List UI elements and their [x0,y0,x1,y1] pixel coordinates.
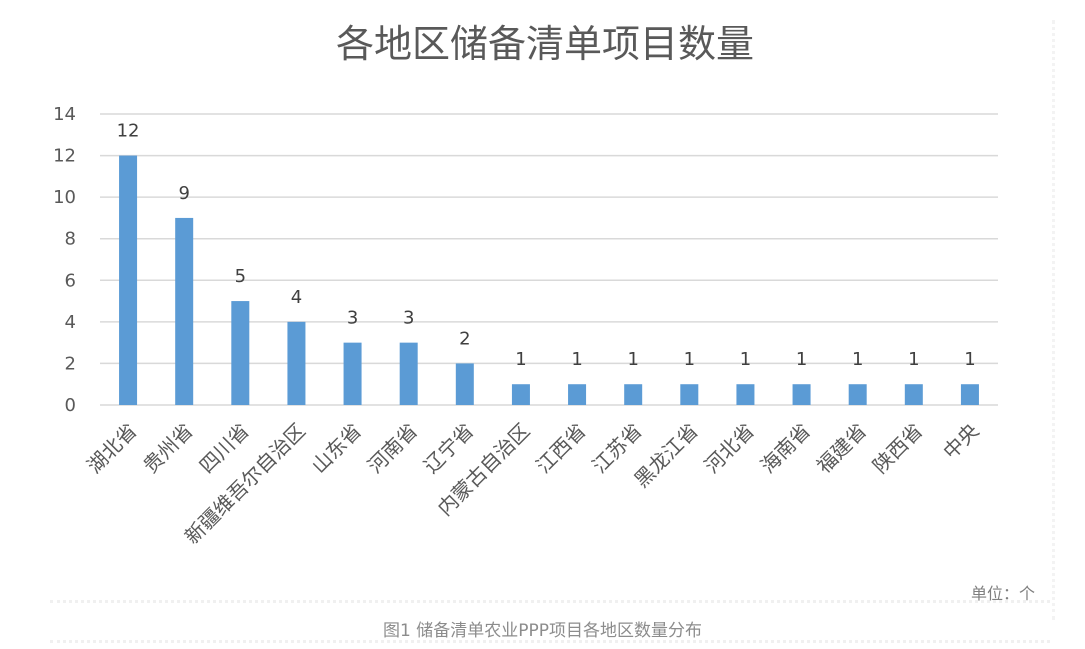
x-category-label: 陕西省 [868,419,927,478]
y-tick-label: 10 [53,187,76,208]
bar [568,384,587,405]
y-tick-label: 6 [65,270,76,291]
bar [175,217,194,405]
data-label: 2 [459,328,470,349]
data-label: 4 [291,287,302,308]
data-label: 1 [796,349,807,370]
x-axis-categories: 湖北省贵州省四川省新疆维吾尔自治区山东省河南省辽宁省内蒙古自治区江西省江苏省黑龙… [82,419,983,549]
bar [343,342,362,405]
data-label: 9 [178,183,189,204]
unit-note: 单位：个 [970,584,1035,603]
x-category-label: 湖北省 [82,419,141,478]
x-category-label: 河南省 [363,419,422,478]
data-label: 1 [571,349,582,370]
x-category-label: 海南省 [756,419,815,478]
bar [287,321,306,405]
y-axis-ticks: 0 2 4 6 8 10 12 14 [53,104,76,416]
data-label: 1 [627,349,638,370]
data-labels: 12 9 5 4 3 3 2 1 1 1 1 1 1 1 1 1 [117,121,976,371]
chart-title: 各地区储备清单项目数量 [336,22,754,66]
bar [511,384,530,405]
x-category-label: 江西省 [531,419,590,478]
data-label: 1 [908,349,919,370]
decorative-dotted-border-right [1052,20,1055,620]
bar [624,384,643,405]
y-tick-label: 8 [65,229,76,250]
bars [119,155,979,405]
y-tick-label: 14 [53,104,76,125]
bar [231,301,250,405]
data-label: 1 [684,349,695,370]
x-category-label: 福建省 [812,419,871,478]
gridlines [100,113,998,406]
bar [399,342,418,405]
bar [455,363,474,405]
y-tick-label: 0 [65,395,76,416]
bar [848,384,867,405]
x-category-label: 中央 [938,419,983,464]
figure-caption: 图1 储备清单农业PPP项目各地区数量分布 [383,621,702,641]
y-tick-label: 4 [65,312,76,333]
data-label: 3 [403,308,414,329]
decorative-dotted-border-top [50,600,1050,603]
bar [680,384,699,405]
x-category-label: 河北省 [700,419,759,478]
decorative-dotted-border-bottom [50,640,1050,643]
bar [792,384,811,405]
data-label: 3 [347,308,358,329]
data-label: 12 [117,121,140,142]
data-label: 1 [515,349,526,370]
y-tick-label: 12 [53,146,76,167]
data-label: 1 [852,349,863,370]
y-tick-label: 2 [65,353,76,374]
bar [119,155,138,405]
data-label: 1 [964,349,975,370]
bar [960,384,979,405]
bar [904,384,923,405]
bar [736,384,755,405]
data-label: 1 [740,349,751,370]
data-label: 5 [235,266,246,287]
x-category-label: 贵州省 [138,419,197,478]
x-category-label: 山东省 [307,419,366,478]
